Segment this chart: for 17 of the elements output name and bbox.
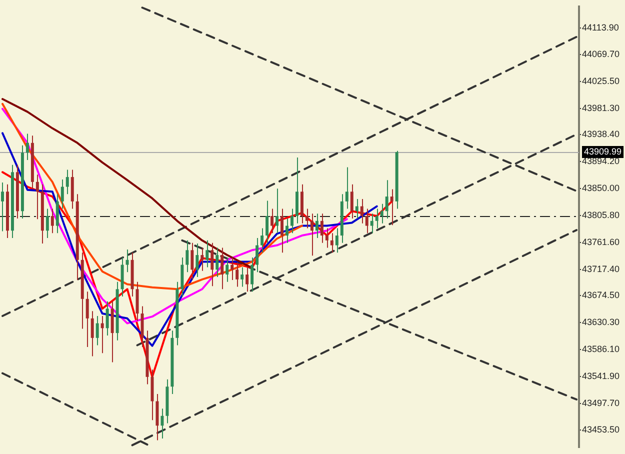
y-tick-label: 43805.80: [582, 210, 620, 220]
y-tick-label: 43630.30: [582, 316, 620, 327]
y-tick-label: 43717.40: [582, 264, 620, 274]
y-tick-label: 44025.50: [582, 76, 620, 86]
y-tick-label: 43894.20: [582, 156, 620, 166]
y-tick-label: 44069.70: [582, 49, 620, 60]
y-tick-label: 43541.90: [582, 370, 620, 381]
y-tick-label: 43586.10: [582, 344, 620, 354]
y-tick-label: 43981.30: [582, 103, 620, 114]
y-tick-label: 44113.90: [582, 22, 619, 32]
y-tick-label: 43497.70: [582, 398, 620, 408]
y-tick-label: 43761.60: [582, 236, 620, 247]
y-tick-label: 43938.40: [582, 129, 620, 140]
y-tick-label: 43850.00: [582, 183, 620, 194]
y-tick-label: 43453.50: [582, 424, 620, 435]
y-tick-label: 43674.50: [582, 290, 620, 300]
ref-line-label: 43909.99: [584, 146, 622, 157]
